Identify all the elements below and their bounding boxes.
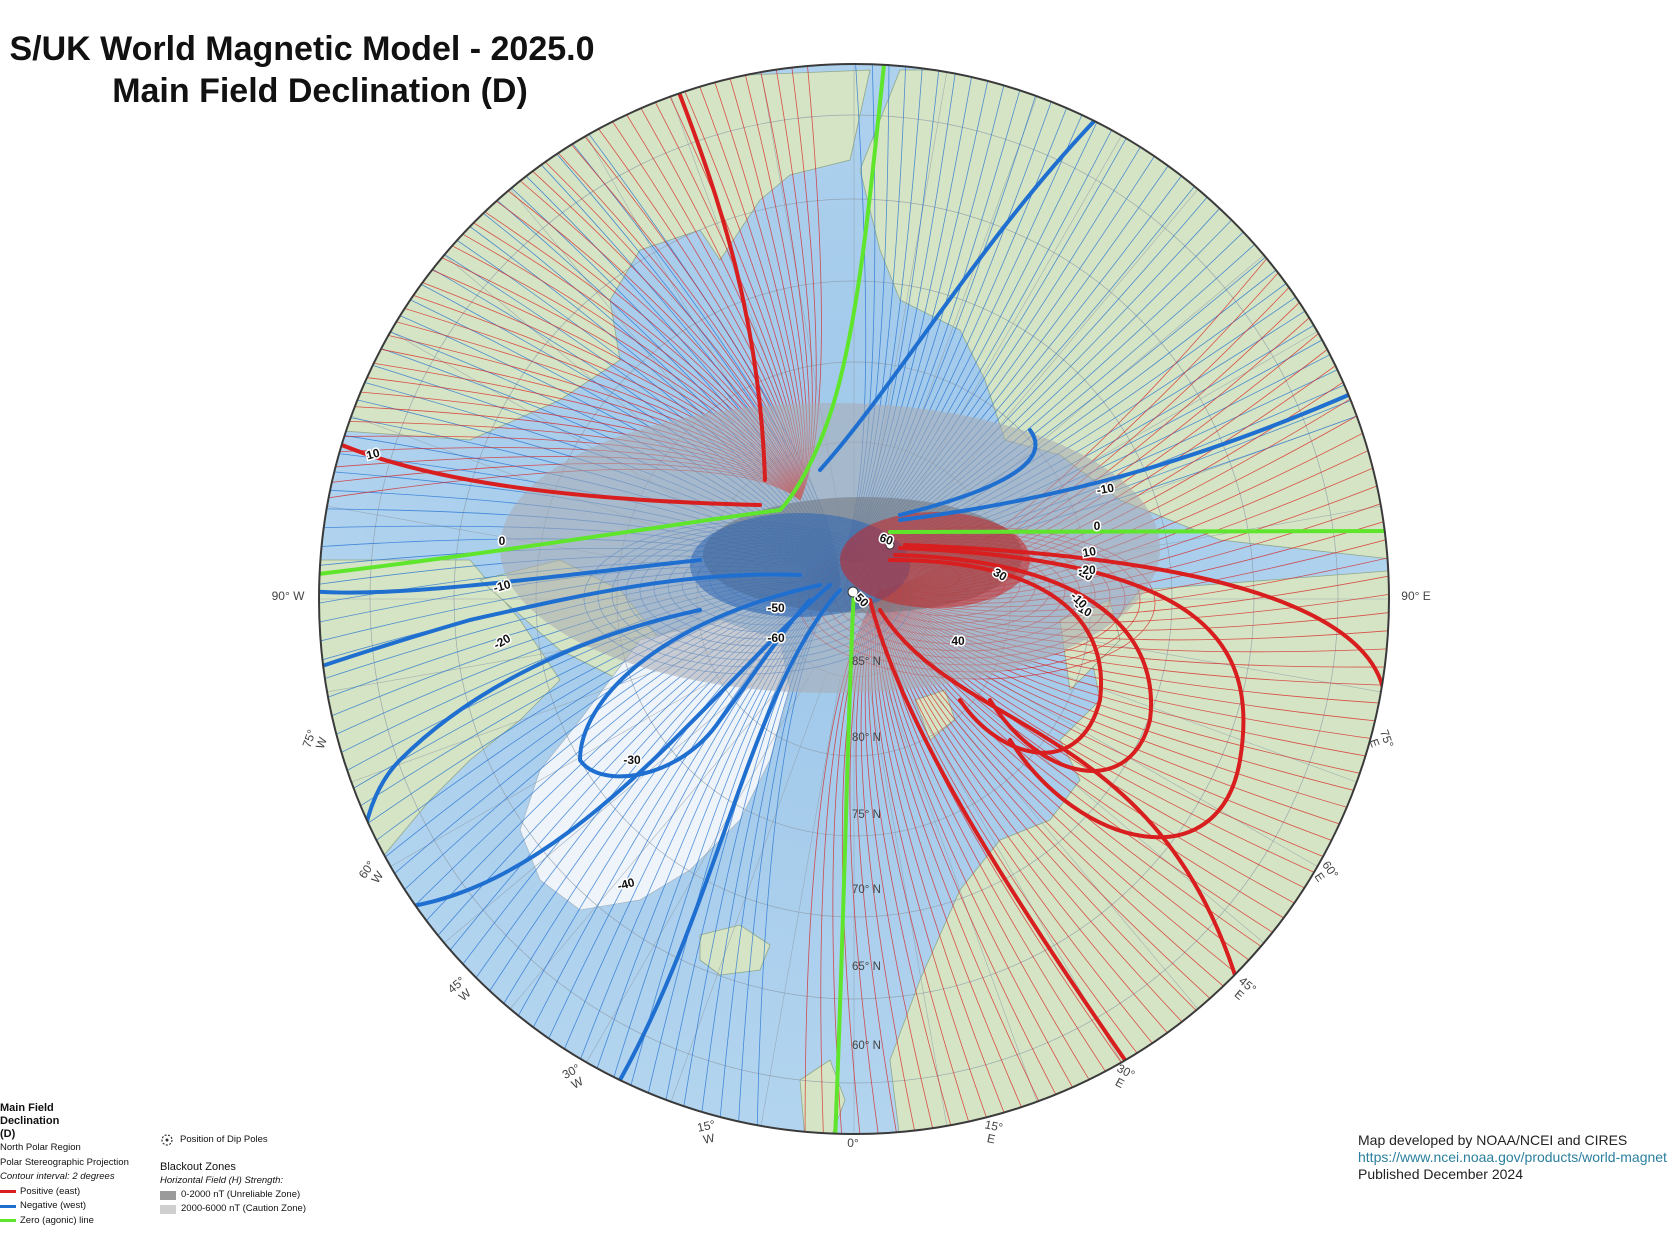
legend-item-label: Negative (west) [20,1200,86,1211]
longitude-labels: 90° W 90° E75°W60°W45°W30°W15°W 0°15°E30°E… [272,589,1431,1150]
blackout-item-label: 0-2000 nT (Unreliable Zone) [181,1189,301,1200]
longitude-label: 90° W [272,589,305,603]
blackout-title: Blackout Zones [160,1161,236,1173]
dip-pole-legend: Position of Dip Poles [160,1133,268,1147]
dip-pole-label: Position of Dip Poles [180,1134,268,1145]
blackout-legend: Blackout Zones Horizontal Field (H) Stre… [160,1160,306,1216]
latitude-labels: 85° N 80° N 75° N 70° N 65° N 60° N [852,656,881,1052]
legend-interval: Contour interval: 2 degrees [0,1171,115,1182]
contour-label: -30 [623,753,641,767]
legend-projection: Polar Stereographic Projection [0,1156,129,1168]
latitude-label: 80° N [852,732,881,744]
longitude-label: 75°W [300,728,332,754]
blackout-item-label: 2000-6000 nT (Caution Zone) [181,1203,306,1214]
meridian-line [915,650,1265,944]
longitude-label: 15°W [696,1117,720,1147]
contour-label: 0 [499,534,506,548]
contour-label: -10 [492,577,513,595]
contour-label: -40 [616,875,637,893]
contour-label: 40 [951,634,965,648]
zero-swatch [0,1219,16,1223]
latitude-label: 70° N [852,884,881,896]
dip-pole-icon [161,1134,173,1146]
negative-swatch [0,1204,16,1208]
contour-label: -50 [767,601,785,615]
blackout-item-caution: 2000-6000 nT (Caution Zone) [160,1202,306,1216]
contour-label: 10 [1082,544,1098,560]
title-line2: Main Field Declination (D) [112,72,528,110]
longitude-label: 30°W [560,1061,589,1093]
latitude-label: 65° N [852,961,881,973]
legend: Main Field Declination (D) North Polar R… [0,1102,129,1228]
meridian-line [760,677,841,1126]
legend-item-label: Positive (east) [20,1185,81,1197]
longitude-label: 60°W [356,858,389,889]
legend-item-label: Zero (agonic) line [20,1214,94,1226]
legend-item-negative: Negative (west) [0,1199,129,1214]
title-line1: S/UK World Magnetic Model - 2025.0 [9,30,595,68]
longitude-label: 45°E [1228,974,1259,1006]
meridian-line [586,668,815,1063]
meridian-line [881,674,1038,1102]
meridian-line [867,677,948,1126]
latitude-label: 85° N [852,656,881,668]
contour-label: 10 [365,446,382,463]
legend-region: North Polar Region [0,1142,81,1153]
meridian-line [923,638,1318,867]
credit-url-link[interactable]: https://www.ncei.noaa.gov/products/world… [1358,1149,1667,1165]
longitude-label: 90° E [1401,589,1430,603]
latitude-label: 60° N [852,1040,881,1052]
legend-title: Main Field Declination (D) [0,1102,60,1140]
blackout-subtitle: Horizontal Field (H) Strength: [160,1175,284,1186]
dip-pole-markers [847,540,895,598]
latitude-label: 75° N [852,809,881,821]
longitude-label: 45°W [445,974,476,1006]
contour-label: 0 [1094,519,1101,533]
legend-item-positive: Positive (east) [0,1185,129,1200]
contour-label: -20 [1078,563,1096,577]
longitude-label: 0° [847,1136,859,1150]
unreliable-swatch [160,1190,176,1200]
longitude-label: 15°E [981,1117,1005,1147]
contour-label: -10 [1096,481,1116,498]
map-title: S/UK World Magnetic Model - 2025.0 Main … [0,28,640,112]
blackout-item-unreliable: 0-2000 nT (Unreliable Zone) [160,1188,306,1202]
legend-item-zero: Zero (agonic) line [0,1214,129,1229]
credit-published: Published December 2024 [1358,1166,1523,1182]
caution-swatch [160,1204,176,1214]
contour-label: -60 [767,631,785,645]
meridian-line [509,660,803,1010]
positive-swatch [0,1190,16,1194]
map-border [318,63,1390,1135]
credit-block: Map developed by NOAA/NCEI and CIRES htt… [1358,1132,1667,1183]
credit-developer: Map developed by NOAA/NCEI and CIRES [1358,1132,1628,1148]
